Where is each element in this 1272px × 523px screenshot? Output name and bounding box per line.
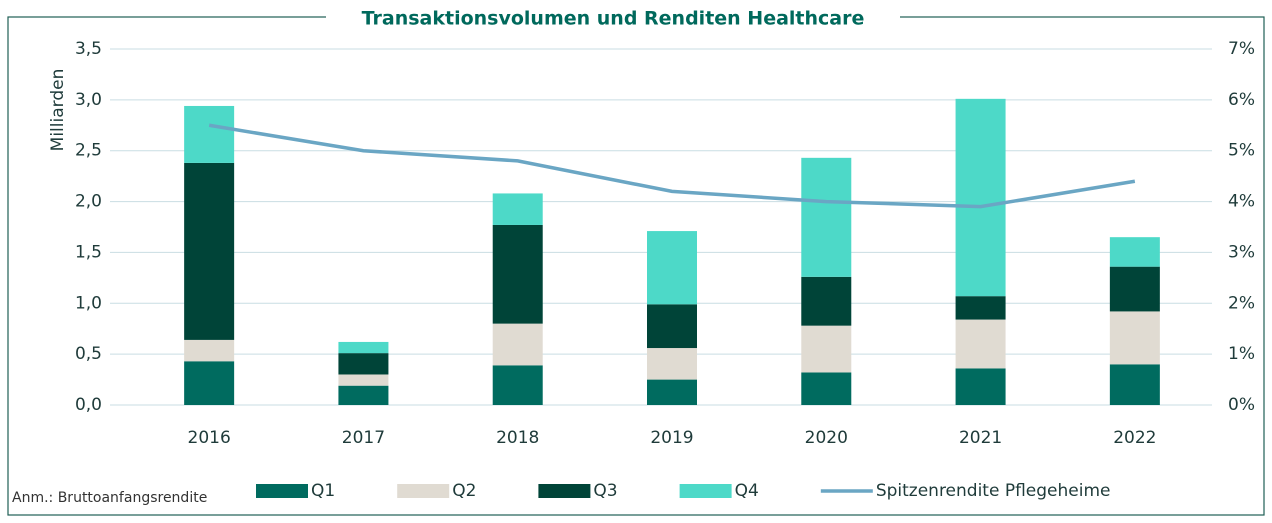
bar-segment — [801, 372, 852, 405]
chart-title: Transaktionsvolumen und Renditen Healthc… — [362, 8, 865, 30]
x-tick-label: 2021 — [959, 428, 1002, 448]
y2-tick-label: 1% — [1228, 344, 1255, 364]
y-axis-label: Milliarden — [48, 69, 68, 152]
legend-label: Spitzenrendite Pflegeheime — [876, 481, 1111, 501]
bar-segment — [492, 224, 543, 324]
y-tick-label: 3,5 — [75, 39, 102, 59]
legend-label: Q3 — [593, 481, 617, 501]
y-tick-label: 2,5 — [75, 141, 102, 161]
bar-segment — [338, 341, 389, 354]
y-tick-label: 0,5 — [75, 344, 102, 364]
bar-segment — [492, 193, 543, 225]
bar-segment — [492, 365, 543, 405]
bar-segment — [338, 374, 389, 386]
bar-segment — [955, 319, 1006, 369]
legend-swatch — [256, 484, 308, 498]
bar-segment — [801, 157, 852, 277]
bar-segment — [647, 348, 697, 380]
bar-segment — [184, 162, 235, 340]
y2-tick-label: 0% — [1228, 395, 1255, 415]
bar-segment — [801, 325, 852, 373]
y2-tick-label: 7% — [1228, 39, 1255, 59]
x-tick-label: 2020 — [805, 428, 848, 448]
annotation: Anm.: Bruttoanfangsrendite — [12, 490, 207, 506]
x-tick-label: 2019 — [650, 428, 693, 448]
y-tick-label: 0,0 — [75, 395, 102, 415]
y2-tick-label: 4% — [1228, 192, 1255, 212]
bar-segment — [801, 276, 852, 326]
y2-tick-label: 6% — [1228, 90, 1255, 110]
bar-segment — [184, 361, 235, 405]
bar-segment — [184, 339, 235, 362]
bar-segment — [492, 323, 543, 366]
y-tick-label: 1,0 — [75, 293, 102, 313]
bar-segment — [1109, 364, 1160, 405]
title-gap — [326, 8, 900, 28]
y2-tick-label: 3% — [1228, 242, 1255, 262]
bar-segment — [1109, 237, 1160, 267]
y2-tick-label: 5% — [1228, 141, 1255, 161]
x-tick-label: 2017 — [342, 428, 385, 448]
y2-tick-label: 2% — [1228, 293, 1255, 313]
bar-segment — [647, 304, 697, 349]
x-tick-label: 2022 — [1113, 428, 1156, 448]
bar-segment — [184, 105, 235, 163]
x-tick-label: 2016 — [188, 428, 231, 448]
bar-segment — [955, 296, 1006, 320]
y-tick-label: 3,0 — [75, 90, 102, 110]
legend-swatch — [397, 484, 450, 498]
legend-swatch — [679, 484, 732, 498]
bar-segment — [1109, 266, 1160, 312]
bar-segment — [338, 385, 389, 405]
legend-label: Q1 — [311, 481, 335, 501]
legend-swatch — [538, 484, 591, 498]
legend-label: Q4 — [735, 481, 759, 501]
bar-segment — [1109, 311, 1160, 365]
legend-label: Q2 — [452, 481, 476, 501]
bar-segment — [955, 98, 1006, 297]
bar-segment — [955, 368, 1006, 405]
bar-segment — [338, 353, 389, 375]
x-tick-label: 2018 — [496, 428, 539, 448]
y-tick-label: 1,5 — [75, 242, 102, 262]
bar-segment — [647, 231, 697, 305]
line-series — [208, 123, 1136, 209]
bar-segment — [647, 379, 697, 405]
y-tick-label: 2,0 — [75, 192, 102, 212]
